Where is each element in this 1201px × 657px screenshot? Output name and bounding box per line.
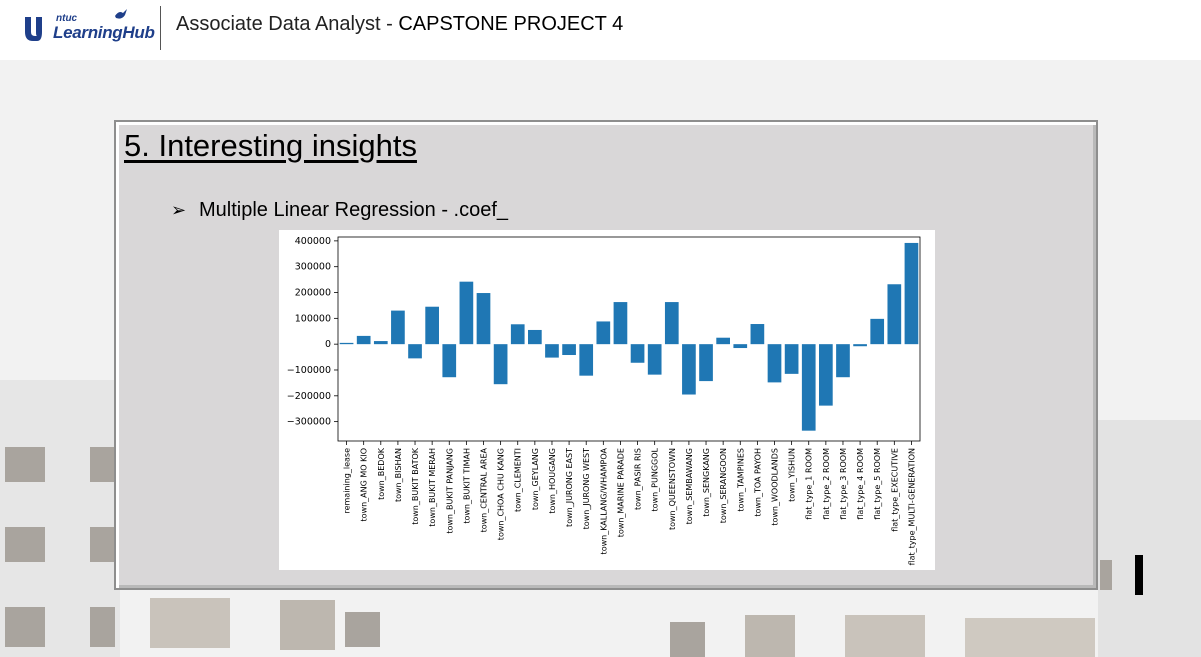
bar	[339, 342, 354, 345]
x-tick-label: town_JURONG WEST	[582, 448, 591, 529]
x-tick-label: town_PUNGGOL	[651, 447, 660, 511]
bar	[630, 344, 645, 363]
bar	[716, 337, 730, 345]
y-tick-label: 0	[325, 339, 331, 350]
x-tick-label: town_QUEENSTOWN	[668, 448, 677, 530]
bar	[904, 242, 919, 345]
y-tick-label: −200000	[287, 391, 331, 402]
x-tick-label: flat_type_EXECUTIVE	[890, 448, 899, 532]
bird-icon	[115, 9, 127, 19]
bar	[442, 344, 457, 378]
logo-ntuc-text: ntuc	[56, 13, 78, 24]
bar	[853, 344, 867, 347]
x-tick-label: town_BUKIT TIMAH	[462, 448, 471, 524]
arrow-bullet-icon: ➢	[171, 200, 187, 220]
header-bar: ntuc LearningHub Associate Data Analyst …	[0, 0, 1201, 60]
x-tick-label: town_BISHAN	[394, 448, 403, 502]
bar	[887, 284, 902, 345]
bar-chart-svg: 400000 300000 200000 100000 0 −100000 −200000 −…	[287, 236, 921, 565]
bar	[613, 302, 628, 345]
bar	[733, 344, 748, 349]
x-tick-label: town_TAMPINES	[736, 448, 745, 512]
bar	[373, 341, 388, 345]
slide-panel: 5. Interesting insights ➢ Multiple Linear…	[114, 120, 1098, 590]
x-tick-label: town_BUKIT PANJANG	[445, 448, 454, 534]
x-tick-label: town_TOA PAYOH	[753, 448, 762, 517]
x-tick-label: flat_type_2 ROOM	[822, 448, 831, 520]
x-tick-label: town_SERANGOON	[719, 448, 728, 523]
bar	[528, 329, 542, 345]
bullet-item: ➢ Multiple Linear Regression - .coef_	[171, 199, 508, 222]
plot-frame	[337, 236, 921, 442]
y-tick-label: 300000	[295, 262, 331, 273]
x-tick-label: town_KALLANG/WHAMPOA	[599, 447, 608, 554]
coefficient-chart: 400000 300000 200000 100000 0 −100000 −200000 −…	[279, 230, 935, 570]
y-tick-label: 100000	[295, 313, 331, 324]
y-tick-label: −300000	[287, 417, 331, 428]
x-tick-label: town_SEMBAWANG	[685, 448, 694, 524]
bar	[391, 310, 405, 345]
x-tick-label: town_CHOA CHU KANG	[497, 448, 506, 540]
bar	[408, 344, 422, 359]
x-tick-label: flat_type_3 ROOM	[839, 448, 848, 520]
bar	[870, 318, 885, 345]
x-tick-label: town_JURONG EAST	[565, 448, 574, 527]
x-tick-label: remaining_lease	[343, 448, 352, 514]
page-title: Associate Data Analyst - CAPSTONE PROJEC…	[176, 13, 623, 36]
x-tick-label: town_CLEMENTI	[514, 448, 523, 512]
bar	[562, 344, 576, 356]
y-tick-label: −100000	[287, 365, 331, 376]
bar	[699, 344, 713, 382]
bar	[801, 344, 816, 431]
bar	[767, 344, 782, 383]
learninghub-u-mark-icon	[25, 17, 42, 41]
bar	[647, 344, 662, 375]
x-tick-label: town_BEDOK	[377, 447, 386, 500]
x-tick-label: town_CENTRAL AREA	[480, 447, 489, 532]
ntuc-learninghub-logo: ntuc LearningHub	[20, 9, 155, 46]
bar	[476, 293, 491, 345]
bar	[356, 335, 371, 345]
bar	[836, 344, 850, 378]
bullet-text: Multiple Linear Regression - .coef_	[199, 199, 509, 221]
x-tick-label: town_HOUGANG	[548, 448, 557, 514]
x-tick-label: town_WOODLANDS	[771, 448, 780, 526]
header-divider	[160, 6, 161, 50]
bar	[682, 344, 696, 395]
bar	[493, 344, 508, 385]
y-tick-label: 400000	[295, 236, 331, 247]
bar	[596, 321, 611, 345]
bar	[579, 344, 594, 376]
bar	[545, 344, 559, 358]
x-tick-label: town_GEYLANG	[531, 448, 540, 510]
bar	[784, 344, 799, 374]
x-tick-label: town_YISHUN	[788, 448, 797, 502]
x-tick-label: town_BUKIT MERAH	[428, 448, 437, 527]
x-tick-label: town_PASIR RIS	[634, 448, 643, 510]
x-tick-label: town_ANG MO KIO	[360, 448, 369, 522]
logo-learninghub-text: LearningHub	[53, 23, 155, 42]
x-tick-label: town_BUKIT BATOK	[411, 447, 420, 525]
bar	[750, 324, 765, 345]
bar	[459, 281, 474, 345]
x-tick-label: flat_type_1 ROOM	[805, 448, 814, 520]
x-tick-label: town_MARINE PARADE	[616, 448, 625, 537]
x-tick-label: town_SENGKANG	[702, 448, 711, 517]
x-tick-label: flat_type_MULTI-GENERATION	[907, 448, 916, 565]
bar	[819, 344, 833, 406]
title-project: CAPSTONE PROJECT 4	[398, 13, 624, 35]
title-prefix: Associate Data Analyst -	[176, 13, 399, 35]
bar	[425, 306, 439, 345]
slide-heading: 5. Interesting insights	[124, 128, 417, 163]
y-tick-label: 200000	[295, 288, 331, 299]
bar	[664, 302, 679, 345]
x-tick-label: flat_type_5 ROOM	[873, 448, 882, 520]
bar	[510, 324, 525, 345]
x-tick-label: flat_type_4 ROOM	[856, 448, 865, 520]
